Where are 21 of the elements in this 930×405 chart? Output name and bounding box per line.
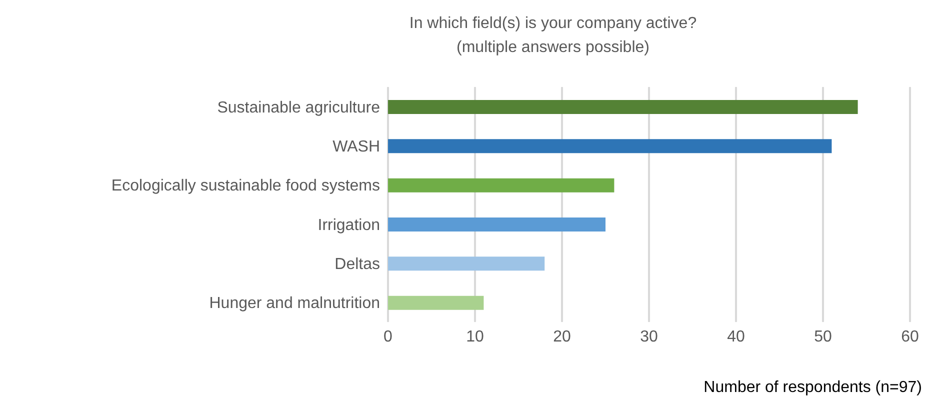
x-tick-label: 20 (553, 328, 571, 346)
bar (388, 178, 614, 192)
bar (388, 218, 606, 232)
y-tick-label: Hunger and malnutrition (209, 295, 380, 312)
x-tick-label: 0 (384, 328, 393, 346)
chart-title: In which field(s) is your company active? (multiple answers possible) (408, 14, 698, 58)
x-tick-label: 30 (640, 328, 658, 346)
y-tick-label: Ecologically sustainable food systems (111, 178, 380, 195)
x-tick-label: 50 (814, 328, 832, 346)
bar (388, 296, 484, 310)
bar (388, 139, 832, 154)
y-tick-label: Deltas (334, 256, 380, 273)
x-tick-label: 40 (727, 328, 745, 346)
y-tick-label: WASH (332, 138, 380, 156)
bar (388, 100, 858, 114)
x-tick-label: 60 (901, 328, 919, 346)
y-tick-label: Irrigation (318, 216, 380, 234)
x-tick-label: 10 (466, 328, 484, 346)
bar (388, 256, 545, 271)
x-axis-title: Number of respondents (n=97) (704, 379, 922, 397)
y-tick-label: Sustainable agriculture (217, 99, 380, 116)
